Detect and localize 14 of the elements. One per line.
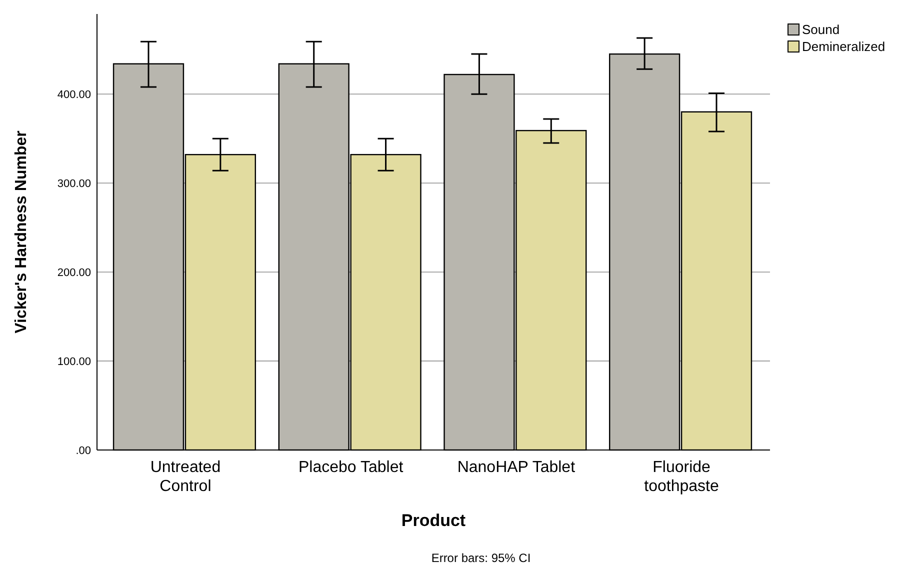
x-tick-label: Fluoride toothpaste <box>644 459 719 495</box>
legend-label: Sound <box>802 22 840 37</box>
text: Error bars: 95% CI <box>431 551 531 565</box>
y-tick-label: 400.00 <box>57 88 91 101</box>
y-axis-title: Vicker's Hardness Number <box>13 130 30 334</box>
x-tick-label: Untreated Control <box>150 459 221 495</box>
legend-label: Demineralized <box>802 39 886 54</box>
y-tick-label: 100.00 <box>57 356 91 368</box>
y-tick-label: 300.00 <box>57 178 91 190</box>
y-tick-label: 200.00 <box>57 266 91 279</box>
x-axis-title: Product <box>401 511 466 530</box>
x-tick-label: Placebo Tablet <box>298 459 404 476</box>
y-tick-label: .00 <box>76 444 91 457</box>
x-tick-label: NanoHAP Tablet <box>457 459 576 476</box>
